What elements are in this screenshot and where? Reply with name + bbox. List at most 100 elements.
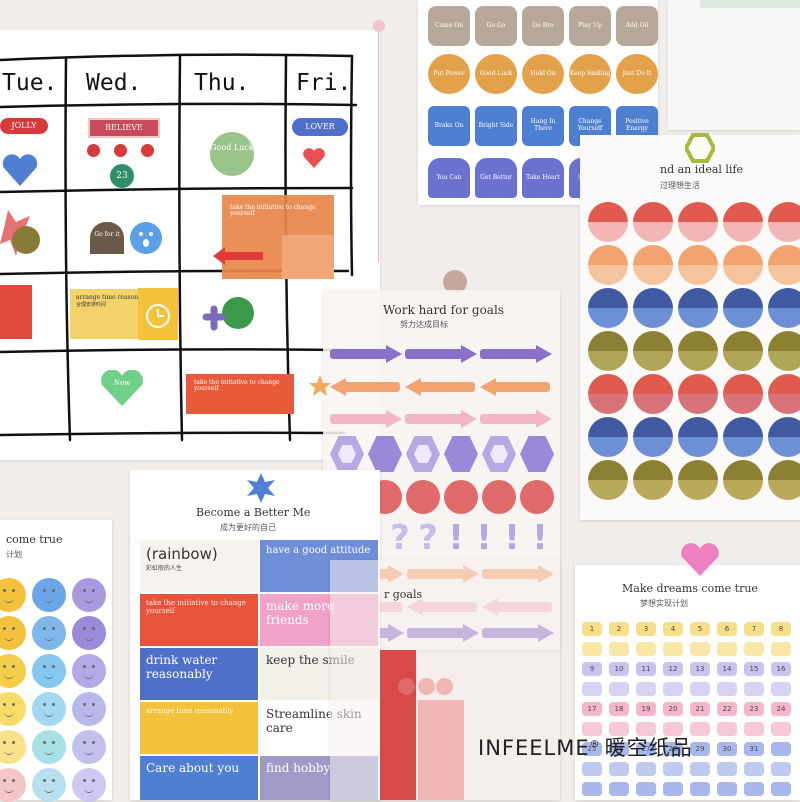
goals-overlap-text: r goals — [384, 588, 423, 601]
arrow-sticker — [480, 345, 552, 363]
brand-chinese-name: 暖空纸品 — [604, 736, 693, 760]
smiley-face-sticker — [32, 616, 66, 650]
question-mark-sticker: ? — [418, 518, 438, 558]
number-tab-sticker: 26 — [609, 742, 629, 756]
number-tab-sticker: 6 — [717, 622, 737, 636]
arrow-head — [386, 345, 402, 363]
smiley-face-sticker — [0, 654, 26, 688]
smiley-face-sticker — [32, 692, 66, 726]
number-tab-sticker-blank — [771, 682, 791, 696]
smiley-face-sticker — [0, 692, 26, 726]
coral-dot-sticker — [482, 480, 516, 514]
arrow-body — [330, 414, 388, 424]
motivation-tab-sticker: Bright Side — [475, 106, 517, 146]
number-tab-sticker: 13 — [690, 662, 710, 676]
number-tab-sticker-blank — [717, 722, 737, 736]
arrow-sticker — [330, 410, 402, 428]
number-tab-sticker-blank — [717, 642, 737, 656]
number-tab-sticker: 20 — [663, 702, 683, 716]
two-tone-dot-sticker — [768, 202, 800, 242]
smiley-face-sticker — [72, 654, 106, 688]
motivation-tab-sticker: Go Go — [475, 6, 517, 46]
number-tab-sticker: 4 — [663, 622, 683, 636]
day-label-thu: Thu. — [194, 70, 250, 96]
motivation-tab-sticker: You Can — [428, 158, 470, 198]
arrow-sticker — [405, 378, 477, 396]
motivation-tab-sticker: Good Luck — [475, 54, 517, 94]
exclamation-mark-sticker: ! — [504, 518, 520, 558]
number-tab-sticker-blank — [690, 722, 710, 736]
arrow-sticker — [480, 410, 552, 428]
smiley-face-sticker — [72, 768, 106, 802]
number-tab-sticker: 28 — [663, 742, 683, 756]
arrow-body — [330, 349, 388, 359]
lover-sticker: LOVER — [292, 118, 348, 136]
two-tone-dot-sticker — [633, 245, 673, 285]
two-tone-dot-sticker — [768, 245, 800, 285]
arrow-sticker — [480, 378, 552, 396]
brand-watermark: INFEELME® 暖空纸品 — [478, 732, 693, 762]
cross-and-circle-sticker — [200, 295, 260, 335]
number-tab-sticker-blank — [582, 762, 602, 776]
two-tone-dot-sticker — [588, 288, 628, 328]
pin-icon — [373, 20, 385, 32]
number-tab-sticker-blank — [663, 682, 683, 696]
care-about-you-label: Care about you — [140, 756, 258, 800]
two-tone-dot-sticker — [633, 460, 673, 500]
number-tab-sticker-blank — [744, 642, 764, 656]
coral-dot-sticker — [520, 480, 554, 514]
red-dot-sticker — [87, 144, 100, 157]
red-label-sticker — [0, 285, 32, 339]
smiley-face-sticker — [0, 768, 26, 802]
drink-water-label: drink water reasonably — [140, 648, 258, 700]
two-tone-dot-sticker — [678, 417, 718, 457]
hexagon-inner — [338, 445, 356, 463]
number-tab-sticker-blank — [582, 782, 602, 796]
goals-subtitle: 努力达成目标 — [400, 320, 448, 329]
number-tab-sticker-blank — [771, 642, 791, 656]
two-tone-dot-sticker — [723, 417, 763, 457]
smiley-face-sticker — [72, 730, 106, 764]
hexagon-outline-icon — [683, 133, 717, 163]
two-tone-dot-sticker — [723, 460, 763, 500]
hexagon-sticker — [520, 436, 554, 472]
number-tab-sticker: 2 — [609, 622, 629, 636]
arrow-head — [330, 378, 346, 396]
two-tone-dot-sticker — [678, 245, 718, 285]
arrow-body — [492, 382, 550, 392]
smiley-face-sticker — [72, 692, 106, 726]
red-dot-sticker — [380, 678, 397, 695]
pink-dot-sticker — [418, 678, 435, 695]
arrow-sticker — [405, 410, 477, 428]
number-tab-sticker-blank — [690, 682, 710, 696]
peach-tab-sticker — [282, 235, 334, 279]
number-tab-sticker-blank — [744, 722, 764, 736]
number-tab-sticker-blank — [609, 762, 629, 776]
brand-name: INFEELME — [478, 736, 590, 760]
motivation-tab-sticker: Come On — [428, 6, 470, 46]
number-tab-sticker: 29 — [690, 742, 710, 756]
two-tone-dot-sticker — [588, 331, 628, 371]
two-tone-dot-sticker — [768, 417, 800, 457]
two-tone-dot-sticker — [678, 202, 718, 242]
smiley-face-sticker — [0, 616, 26, 650]
number-tab-sticker-blank — [663, 642, 683, 656]
coral-dot-sticker — [444, 480, 478, 514]
day-label-tue: Tue. — [2, 70, 58, 96]
two-tone-dot-sticker — [723, 374, 763, 414]
smiley-face-sticker — [0, 730, 26, 764]
arrow-body — [417, 382, 475, 392]
arrow-left-sticker — [213, 247, 263, 265]
top-right-paper — [668, 0, 800, 130]
motivation-tab-sticker: Just Do It — [616, 54, 658, 94]
number-tab-sticker-blank — [636, 642, 656, 656]
motivation-tab-sticker: Play Up — [569, 6, 611, 46]
exclamation-mark-sticker: ! — [448, 518, 464, 558]
day-label-wed: Wed. — [86, 70, 142, 96]
number-tab-sticker-blank — [744, 782, 764, 796]
goals-title: Work hard for goals — [383, 303, 504, 317]
red-dot-sticker — [398, 678, 415, 695]
arrange-time-label: arrange time reasonably — [140, 702, 258, 754]
number-tab-sticker: 8 — [771, 622, 791, 636]
dreams-title: Make dreams come true — [622, 582, 758, 595]
